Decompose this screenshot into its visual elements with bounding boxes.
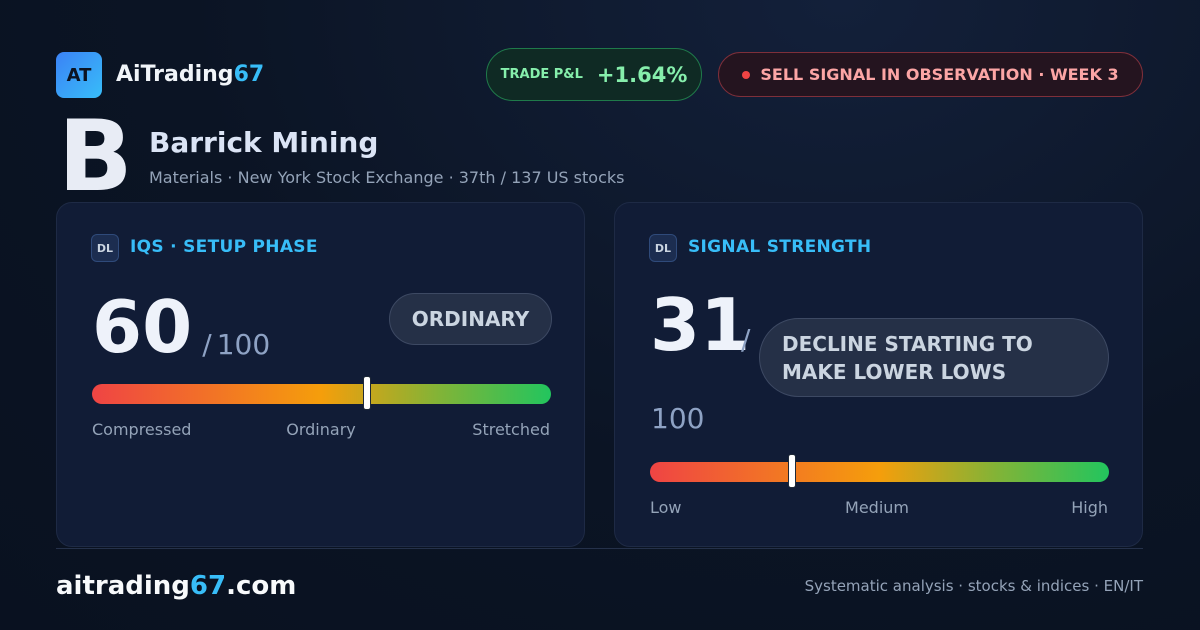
company-name: Barrick Mining — [149, 126, 379, 159]
company-subtitle: Materials · New York Stock Exchange · 37… — [149, 168, 625, 187]
separator: / — [741, 323, 751, 356]
signal-pill: SELL SIGNAL IN OBSERVATION · WEEK 3 — [718, 52, 1143, 97]
divider — [56, 548, 1143, 549]
card-title: SIGNAL STRENGTH — [688, 237, 872, 257]
card-icon: DL — [91, 234, 119, 262]
score-max: 100 — [651, 402, 705, 435]
logo: AT — [56, 52, 102, 98]
pnl-value: +1.64% — [596, 62, 688, 87]
card-icon: DL — [649, 234, 677, 262]
scale-label: Low — [650, 498, 682, 517]
scale-label: Stretched — [472, 420, 550, 439]
score-max: 100 — [216, 328, 271, 361]
signal-text: SELL SIGNAL IN OBSERVATION · WEEK 3 — [760, 65, 1119, 84]
gauge — [650, 454, 1109, 488]
pnl-pill: TRADE P&L +1.64% — [486, 48, 702, 101]
site-part: aitrading — [56, 571, 190, 601]
scale-label: Compressed — [92, 420, 192, 439]
scale-label: High — [1071, 498, 1108, 517]
pnl-label: TRADE P&L — [500, 67, 583, 82]
card: DL SIGNAL STRENGTH 31 / DECLINE STARTING… — [614, 202, 1143, 547]
site-part: .com — [226, 571, 297, 601]
badge: ORDINARY — [389, 293, 552, 345]
score: 60 — [92, 285, 193, 369]
gauge — [92, 376, 551, 410]
grade: B — [58, 100, 133, 214]
card: DL IQS · SETUP PHASE 60 / 100 ORDINARY C… — [56, 202, 585, 547]
scale-label: Ordinary — [286, 420, 356, 439]
signal-dot — [742, 70, 751, 79]
badge: DECLINE STARTING TO MAKE LOWER LOWS — [759, 318, 1109, 397]
tagline: Systematic analysis · stocks & indices ·… — [804, 577, 1143, 595]
gauge-marker — [788, 454, 797, 488]
brand-text: AiTrading — [116, 62, 234, 87]
scale-label: Medium — [845, 498, 909, 517]
gauge-marker — [363, 376, 372, 410]
brand: AiTrading67 — [116, 62, 264, 87]
brand-accent: 67 — [233, 62, 265, 87]
separator: / — [202, 328, 212, 361]
card-title: IQS · SETUP PHASE — [130, 237, 318, 257]
score-row: 60 / 100 — [92, 291, 270, 363]
site-accent: 67 — [189, 571, 227, 601]
site: aitrading67.com — [56, 571, 296, 601]
score: 31 — [650, 283, 751, 367]
